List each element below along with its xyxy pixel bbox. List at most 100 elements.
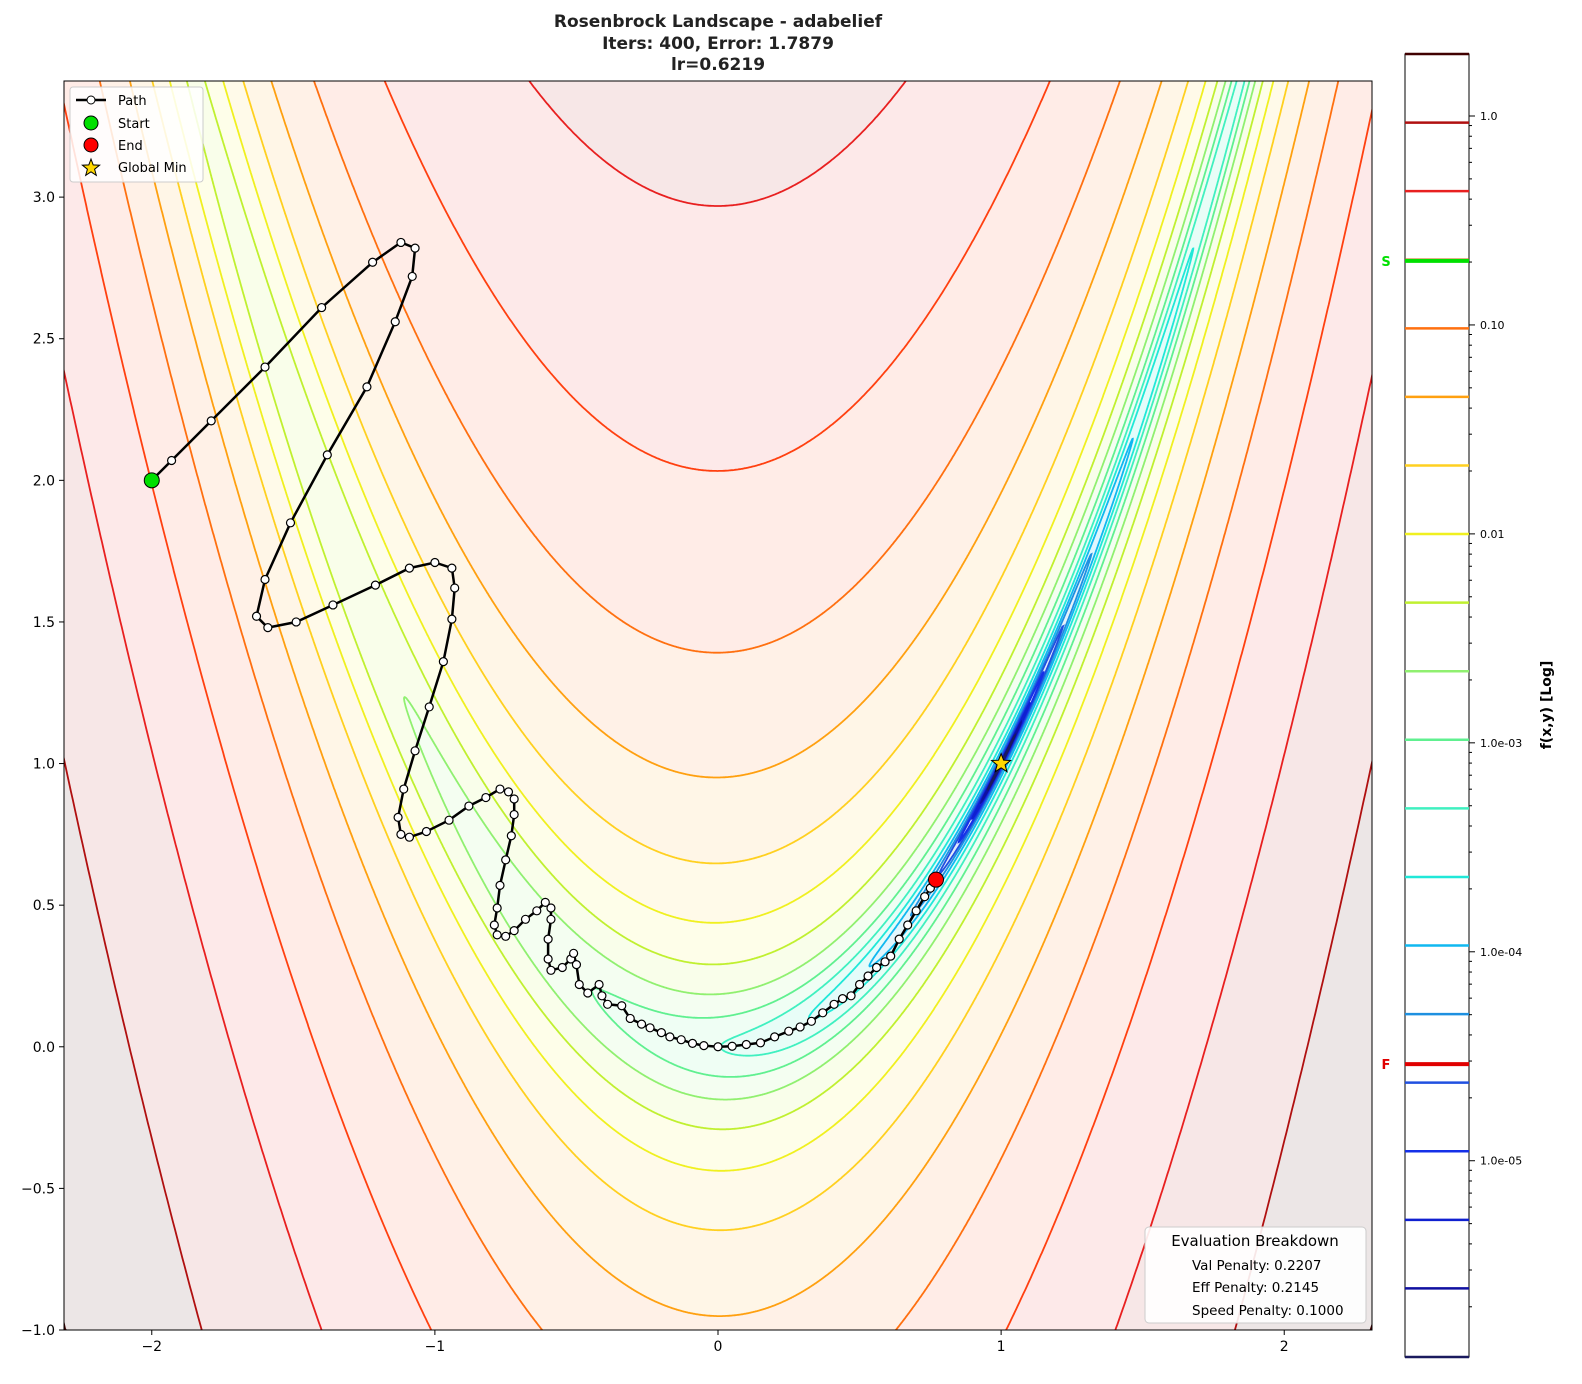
path-point xyxy=(509,809,519,820)
path-point xyxy=(543,934,553,944)
contour-line xyxy=(403,81,1257,1101)
path-point xyxy=(444,815,454,825)
path-point xyxy=(602,999,613,1009)
path-point xyxy=(362,382,372,392)
path-point xyxy=(557,962,567,973)
path-point xyxy=(676,1035,686,1045)
path-point xyxy=(399,784,409,794)
path-point xyxy=(506,831,516,841)
path-point xyxy=(665,1032,675,1042)
legend-end-label: End xyxy=(118,139,143,154)
path-point xyxy=(407,271,417,282)
optimizer-path xyxy=(143,237,1012,1052)
colorbar-tick-label: 0.10 xyxy=(1480,319,1505,332)
y-tick-label: 1.5 xyxy=(33,615,55,631)
contour-line xyxy=(719,81,1246,1057)
path-point xyxy=(532,906,542,916)
path-point xyxy=(464,801,474,811)
colorbar-final-marker: F xyxy=(1382,1058,1391,1073)
path-point xyxy=(450,583,460,593)
path-point xyxy=(424,702,434,712)
path-point xyxy=(546,903,556,913)
path-point xyxy=(501,855,511,865)
path-point xyxy=(574,979,584,990)
y-tick-label: −1.0 xyxy=(21,1323,55,1339)
x-tick-label: 2 xyxy=(1280,1339,1289,1355)
colorbar: 1.0 0.10 0.01 1.0e-03 1.0e-04 1.0e-05 xyxy=(1404,52,1522,1359)
path-point xyxy=(390,317,400,327)
x-tick-label: 1 xyxy=(997,1339,1006,1355)
path-point xyxy=(911,906,921,916)
path-point xyxy=(328,600,338,610)
contour-line xyxy=(591,81,1251,1078)
path-point xyxy=(263,623,273,633)
path-point xyxy=(495,880,505,890)
path-point xyxy=(806,1016,817,1026)
path-point xyxy=(495,784,505,794)
path-point xyxy=(370,580,381,590)
y-tick-label: 2.0 xyxy=(33,473,55,489)
contour-fill xyxy=(186,81,1263,1130)
path-point xyxy=(438,657,448,667)
path-point xyxy=(903,920,913,930)
path-point xyxy=(741,1039,751,1050)
path-point xyxy=(367,257,378,267)
contour-line xyxy=(910,552,1093,917)
path-point xyxy=(894,934,904,944)
evaluation-title: Evaluation Breakdown xyxy=(1171,1232,1339,1250)
chart-title-line-2: Iters: 400, Error: 1.7879 xyxy=(602,34,834,54)
path-point xyxy=(501,931,511,941)
path-point xyxy=(795,1022,805,1032)
path-point xyxy=(410,243,420,253)
path-point xyxy=(863,971,873,981)
path-point xyxy=(421,826,431,837)
colorbar-tick-label: 1.0e-04 xyxy=(1480,946,1522,959)
speed-penalty: Speed Penalty: 0.1000 xyxy=(1192,1303,1344,1319)
path-point xyxy=(583,988,593,998)
start-marker xyxy=(143,472,160,489)
path-point xyxy=(404,563,415,573)
legend-path-marker xyxy=(86,95,96,105)
evaluation-breakdown-box: Evaluation Breakdown Val Penalty: 0.2207… xyxy=(1144,1226,1367,1324)
y-tick-label: 0.5 xyxy=(33,898,55,914)
path-point xyxy=(509,794,519,804)
path-point xyxy=(829,999,839,1009)
contour-line xyxy=(128,81,1311,1317)
legend-star-icon xyxy=(81,157,101,177)
path-point xyxy=(569,948,579,958)
eff-penalty: Eff Penalty: 0.2145 xyxy=(1192,1280,1319,1296)
path-point xyxy=(597,991,607,1001)
path-point xyxy=(410,746,420,756)
y-tick-label: −0.5 xyxy=(21,1181,55,1197)
x-tick-label: −1 xyxy=(425,1339,446,1355)
path-point xyxy=(291,617,301,627)
path-point xyxy=(509,926,519,936)
colorbar-start-marker: S xyxy=(1381,255,1390,270)
path-point xyxy=(645,1023,655,1033)
path-point xyxy=(854,979,865,990)
contour-line xyxy=(168,81,1275,1172)
legend-global-min-label: Global Min xyxy=(118,161,187,176)
path-point xyxy=(784,1026,794,1036)
y-tick-label: 0.0 xyxy=(33,1040,55,1056)
path-point xyxy=(687,1038,698,1048)
path-point xyxy=(447,563,457,573)
chart-title-line-1: Rosenbrock Landscape - adabelief xyxy=(554,12,883,32)
path-point xyxy=(166,455,177,466)
path-point xyxy=(447,614,457,624)
path-point xyxy=(543,954,553,964)
colorbar-tick-label: 1.0e-05 xyxy=(1480,1155,1522,1168)
path-point xyxy=(920,892,930,902)
path-point xyxy=(656,1028,666,1038)
path-point xyxy=(430,557,440,568)
colorbar-tick-label: 1.0e-03 xyxy=(1480,737,1522,750)
path-point xyxy=(846,991,856,1001)
path-point xyxy=(396,829,406,839)
path-point xyxy=(540,897,550,907)
path-point xyxy=(755,1038,766,1048)
end-marker xyxy=(928,871,944,888)
path-point xyxy=(503,787,514,797)
path-point xyxy=(871,962,882,973)
path-point xyxy=(285,518,296,528)
